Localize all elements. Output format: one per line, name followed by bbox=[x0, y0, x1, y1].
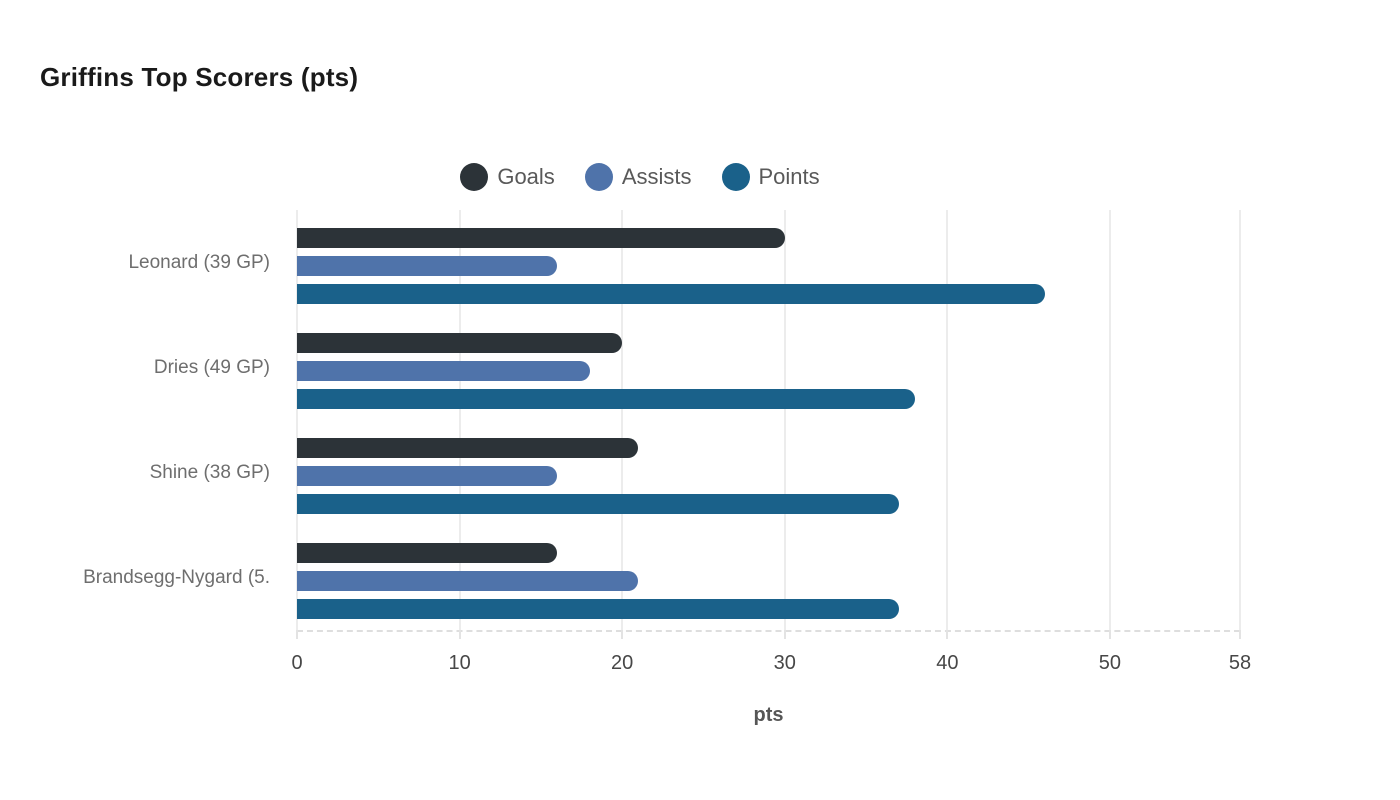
x-tick-label: 50 bbox=[1098, 652, 1122, 674]
x-tick-mark bbox=[946, 630, 949, 639]
bar-group bbox=[297, 210, 1240, 315]
bar-group bbox=[297, 315, 1240, 420]
x-axis: 0 10 20 30 40 50 58 bbox=[291, 630, 1251, 690]
bar-points-2 bbox=[297, 389, 915, 409]
x-tick-label: 0 bbox=[291, 652, 303, 674]
bar-points-3 bbox=[297, 494, 899, 514]
gridline-10 bbox=[458, 210, 461, 632]
x-tick-mark bbox=[296, 630, 298, 639]
legend-swatch-goals-icon bbox=[460, 163, 489, 191]
gridline-50 bbox=[1108, 210, 1111, 632]
bar-assists-3 bbox=[297, 466, 558, 486]
bar-assists-1 bbox=[297, 256, 558, 276]
legend-item-assists: Assists bbox=[584, 163, 692, 191]
gridline-0 bbox=[296, 210, 298, 632]
x-tick-label: 10 bbox=[448, 652, 471, 674]
legend-item-goals: Goals bbox=[460, 163, 555, 191]
y-axis-category-labels: Leonard (39 GP) Dries (49 GP) Shine (38 GP… bbox=[0, 210, 282, 630]
category-label: Dries (49 GP) bbox=[153, 356, 270, 378]
x-tick-mark bbox=[1108, 630, 1111, 639]
bar-group bbox=[297, 420, 1240, 525]
x-tick-label: 40 bbox=[936, 652, 959, 674]
legend-label: Points bbox=[758, 164, 820, 189]
x-tick-label: 30 bbox=[773, 652, 796, 674]
x-axis-title: pts bbox=[753, 704, 784, 726]
bar-group bbox=[297, 525, 1240, 630]
x-tick-label: 20 bbox=[611, 652, 634, 674]
x-tick-label: 58 bbox=[1228, 652, 1252, 674]
gridline-40 bbox=[946, 210, 949, 632]
category-label: Shine (38 GP) bbox=[149, 461, 270, 483]
bar-assists-2 bbox=[297, 361, 590, 381]
bar-points-4 bbox=[297, 599, 899, 619]
x-tick-mark bbox=[783, 630, 786, 639]
gridline-30 bbox=[783, 210, 786, 632]
x-tick-mark bbox=[621, 630, 624, 639]
bar-goals-3 bbox=[297, 438, 639, 458]
legend-swatch-points-icon bbox=[721, 163, 750, 191]
bar-goals-1 bbox=[297, 228, 785, 248]
plot-area bbox=[296, 210, 1241, 632]
x-tick-mark bbox=[1239, 630, 1241, 639]
bar-assists-4 bbox=[297, 571, 639, 591]
legend: Goals Assists Points bbox=[0, 163, 1340, 191]
category-label: Brandsegg-Nygard (5. bbox=[83, 566, 270, 588]
bar-goals-4 bbox=[297, 543, 558, 563]
legend-label: Goals bbox=[497, 164, 555, 189]
x-tick-mark bbox=[458, 630, 461, 639]
bar-goals-2 bbox=[297, 333, 623, 353]
legend-label: Assists bbox=[621, 164, 692, 189]
legend-item-points: Points bbox=[721, 163, 820, 191]
category-label: Leonard (39 GP) bbox=[128, 251, 270, 273]
bar-points-1 bbox=[297, 284, 1045, 304]
gridline-20 bbox=[621, 210, 624, 632]
legend-swatch-assists-icon bbox=[584, 163, 613, 191]
chart-title: Griffins Top Scorers (pts) bbox=[40, 62, 359, 92]
gridline-58 bbox=[1239, 210, 1241, 632]
